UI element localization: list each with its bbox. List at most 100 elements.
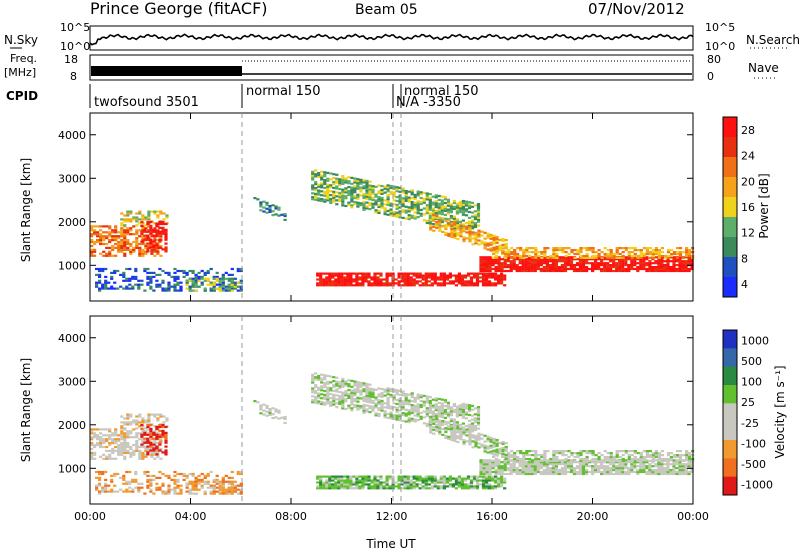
power-cell: [585, 267, 589, 271]
velocity-cell: [277, 409, 281, 412]
power-cell: [392, 199, 396, 202]
power-cell: [99, 225, 103, 228]
power-cell: [419, 197, 423, 200]
velocity-cell: [268, 411, 272, 415]
power-cell: [135, 233, 139, 236]
velocity-cell: [477, 436, 481, 439]
power-cell: [259, 203, 263, 206]
velocity-cell: [427, 479, 431, 482]
velocity-cell: [409, 481, 413, 484]
velocity-cell: [368, 407, 372, 410]
power-cell: [660, 264, 664, 267]
velocity-cell: [419, 417, 423, 420]
power-cell: [461, 209, 465, 212]
power-cell: [156, 216, 160, 219]
velocity-cell: [633, 463, 637, 466]
power-cell: [200, 275, 204, 278]
power-cell: [153, 237, 157, 240]
power-cell: [380, 202, 384, 205]
power-cell: [501, 237, 505, 241]
power-cell: [497, 278, 501, 281]
velocity-cell: [317, 392, 321, 395]
velocity-cell: [476, 423, 481, 426]
velocity-cell: [473, 417, 478, 420]
power-cell: [581, 266, 586, 269]
velocity-cell: [397, 479, 401, 482]
power-cell: [483, 231, 487, 234]
power-cell: [126, 242, 130, 246]
velocity-cell: [485, 485, 489, 488]
power-cell: [560, 258, 564, 261]
power-cell: [203, 273, 207, 276]
velocity-cell: [588, 470, 592, 474]
power-cell: [521, 266, 525, 269]
power-cell: [256, 198, 260, 201]
power-cell: [564, 254, 568, 258]
velocity-cell: [352, 481, 356, 484]
power-cell: [138, 242, 142, 246]
velocity-cell: [471, 434, 475, 437]
velocity-cell: [654, 455, 658, 459]
velocity-cell: [191, 488, 195, 491]
velocity-cell: [431, 418, 435, 421]
power-cell: [409, 278, 413, 281]
power-cell: [236, 289, 240, 292]
power-cell: [500, 267, 504, 271]
power-cell: [371, 202, 375, 205]
velocity-cell: [475, 475, 480, 478]
velocity-cell: [491, 467, 495, 470]
power-cell: [362, 204, 366, 207]
velocity-cell: [473, 421, 478, 424]
velocity-cell: [430, 479, 434, 482]
velocity-cell: [666, 467, 670, 470]
power-cell: [491, 264, 495, 267]
power-cell: [319, 274, 323, 277]
power-cell: [515, 256, 519, 259]
velocity-cell: [135, 434, 139, 437]
power-cell: [636, 249, 640, 252]
velocity-cell: [579, 457, 583, 461]
power-cell: [325, 276, 329, 279]
velocity-cell: [144, 419, 148, 422]
velocity-cell: [328, 483, 332, 486]
power-cell: [480, 242, 484, 245]
power-cell: [317, 185, 321, 188]
velocity-cell: [365, 396, 369, 399]
power-cell: [117, 248, 121, 251]
velocity-cell: [442, 475, 446, 478]
power-cell: [554, 267, 558, 271]
power-cell: [119, 273, 123, 276]
velocity-cell: [633, 450, 637, 453]
velocity-cell: [521, 469, 525, 472]
power-cell: [104, 285, 108, 288]
velocity-cell: [131, 488, 135, 491]
velocity-cell: [651, 452, 655, 455]
power-cell: [367, 276, 371, 279]
velocity-cell: [356, 386, 360, 390]
velocity-cell: [633, 459, 637, 462]
velocity-cell: [645, 450, 649, 453]
power-cell: [615, 267, 619, 271]
power-cell: [153, 212, 157, 215]
velocity-cell: [672, 472, 676, 476]
power-cell: [111, 246, 115, 249]
power-cell: [439, 276, 443, 279]
power-cell: [672, 252, 677, 256]
velocity-cell: [373, 479, 377, 482]
power-cell: [407, 196, 411, 199]
power-cell: [429, 218, 433, 221]
velocity-cell: [159, 438, 163, 441]
power-cell: [352, 284, 356, 287]
velocity-cell: [585, 465, 589, 468]
velocity-cell: [146, 433, 150, 436]
velocity-cell: [450, 436, 454, 440]
velocity-cell: [101, 470, 105, 474]
velocity-cell: [356, 388, 360, 392]
velocity-cell: [173, 492, 177, 495]
velocity-cell: [501, 450, 505, 453]
power-cell: [332, 194, 336, 197]
power-cell: [152, 234, 156, 237]
power-cell: [149, 242, 153, 245]
power-cell: [564, 251, 568, 254]
velocity-cell: [443, 408, 447, 412]
